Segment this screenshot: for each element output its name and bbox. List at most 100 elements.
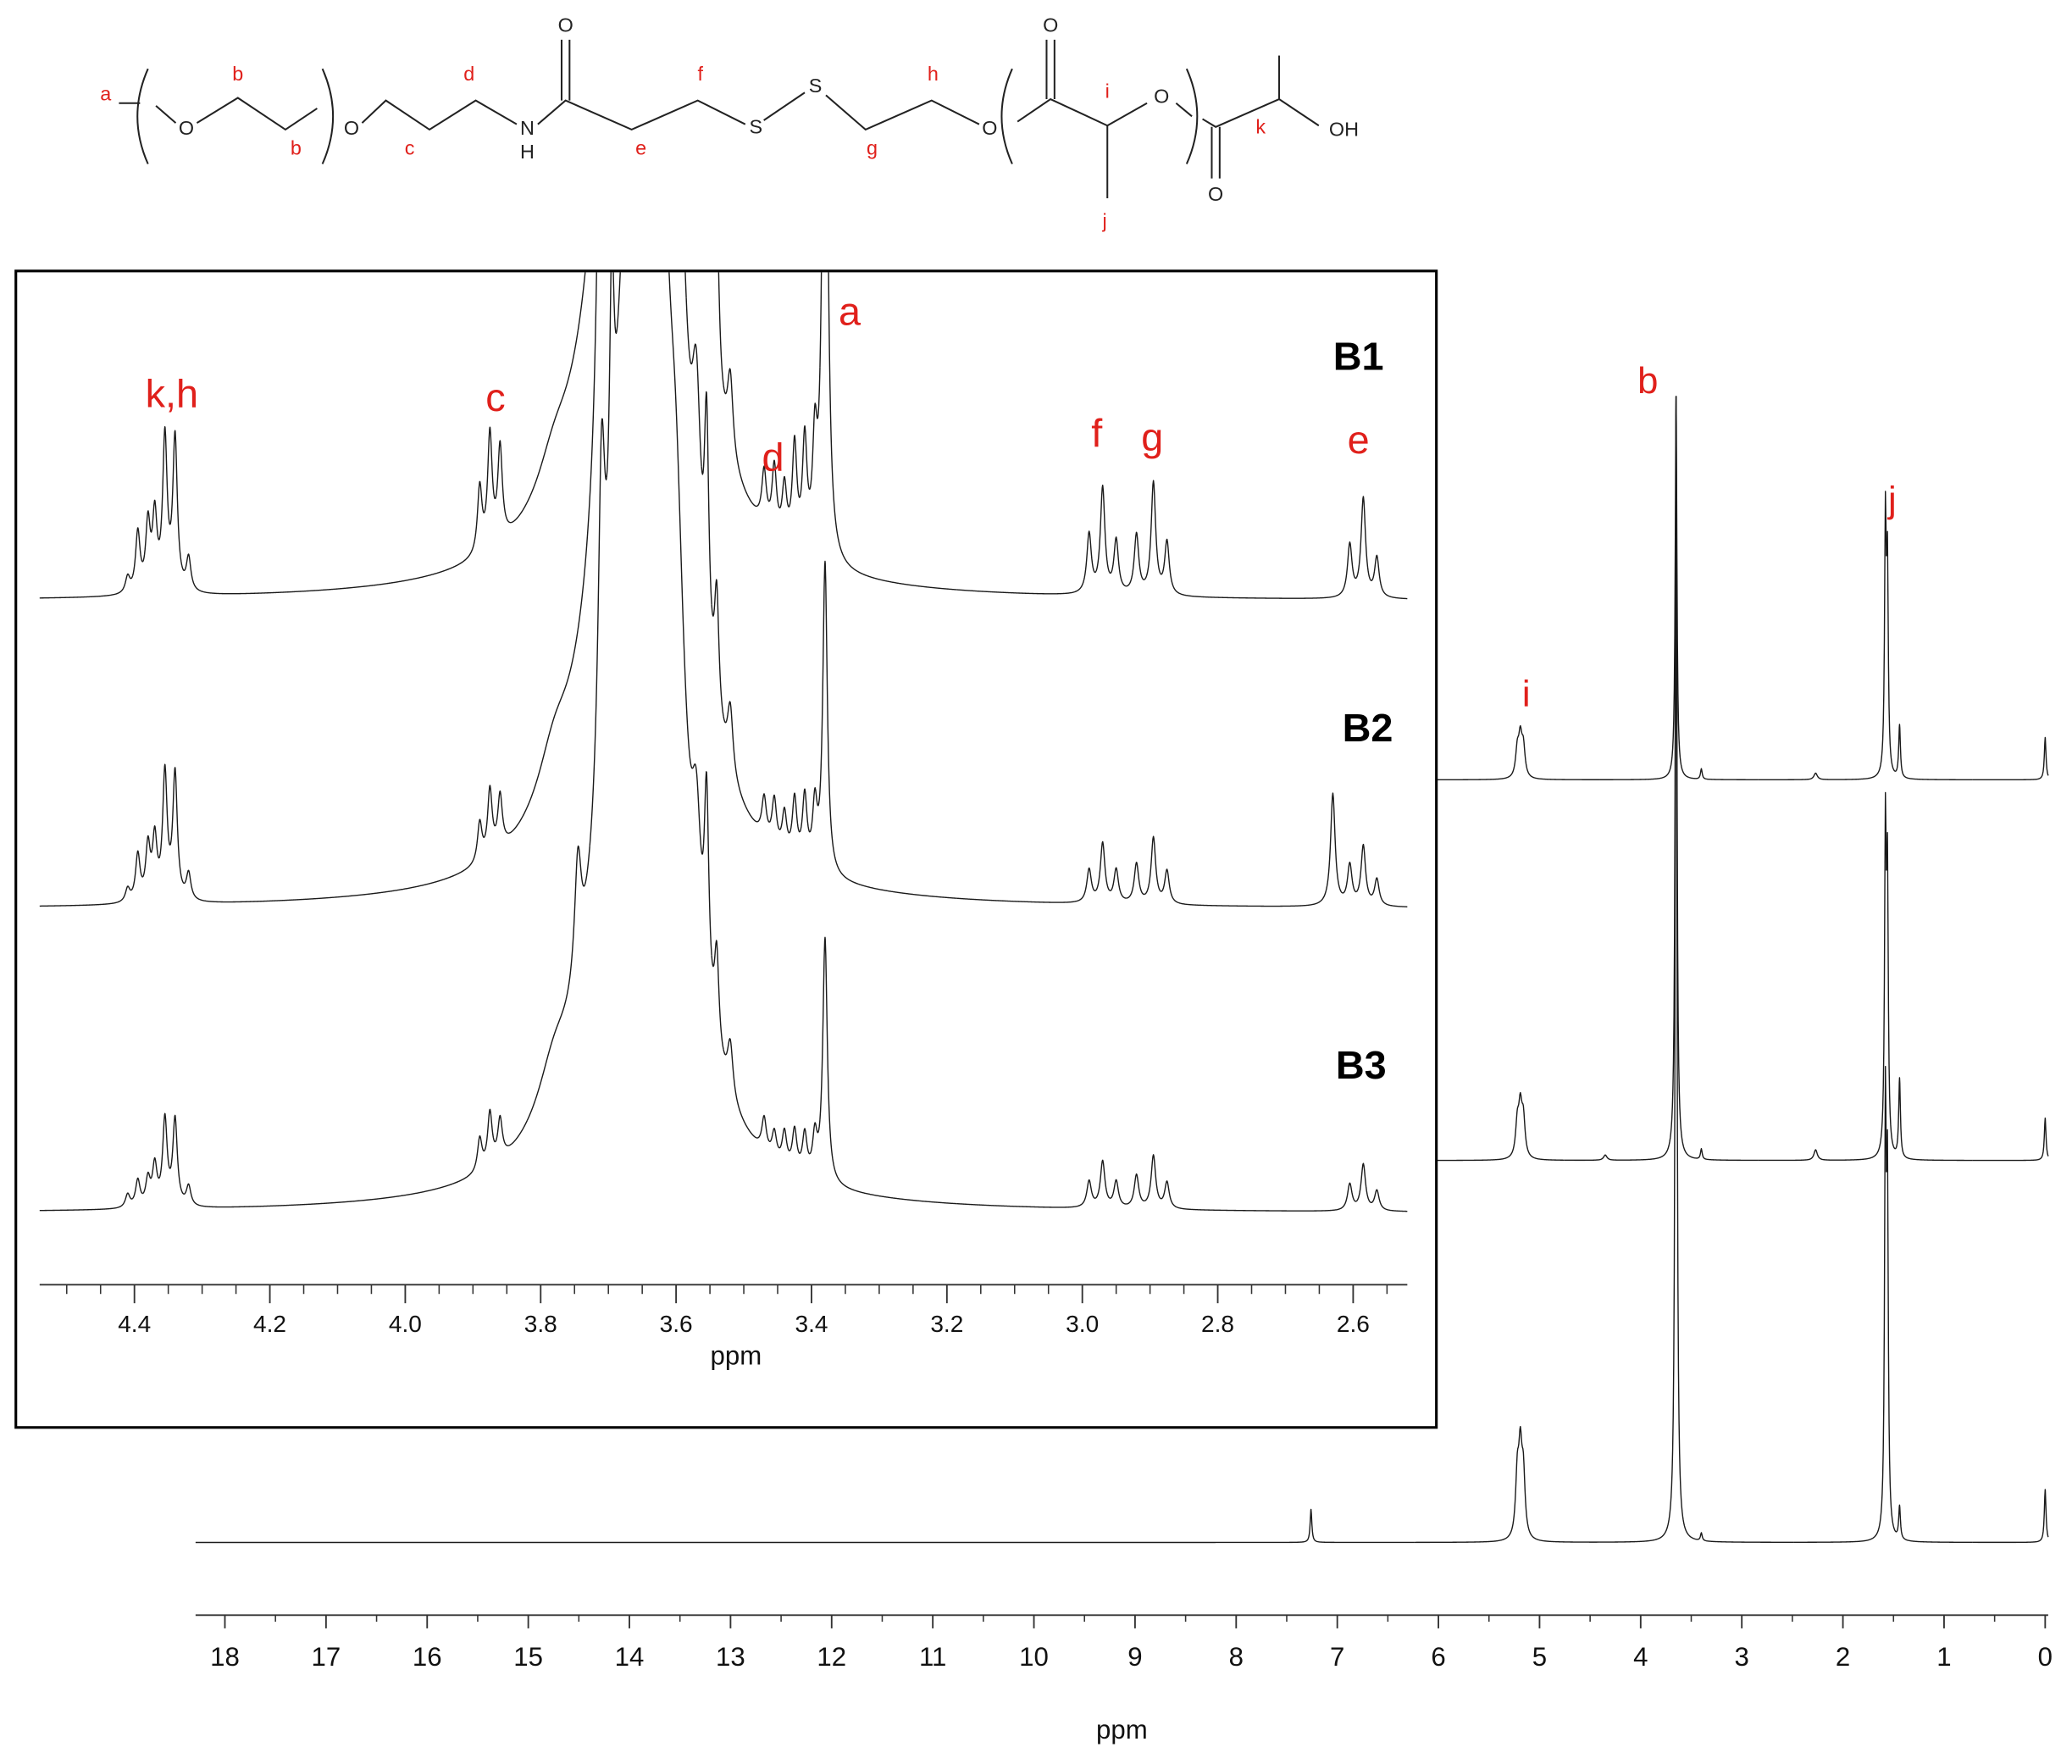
spectrum-peak [1258,541,1357,599]
spectrum-peak [1095,840,1111,891]
spectrum-peak [158,425,171,538]
proton-label: f [698,63,704,85]
x-axis-label: ppm [711,1340,762,1370]
spectrum-peak [819,936,958,1205]
spectrum-peak [495,1114,528,1146]
x-tick-label: 3.2 [930,1311,963,1337]
spectrum-peak [1972,736,2049,781]
series-label: B2 [1343,706,1393,750]
inset-frame [14,269,1438,1429]
spectrum-peak [142,1171,152,1195]
proton-label: g [867,136,878,158]
x-tick-label: 4.4 [118,1311,151,1337]
spectrum-peak [1144,835,1161,895]
spectrum-peak [1972,1489,2049,1544]
bond [1202,97,1320,128]
peak-label: b [1637,360,1658,402]
proton-label: j [1102,209,1107,231]
proton-label: k [1255,116,1266,138]
x-tick-label: 1 [1936,1642,1951,1672]
spectrum-peak [158,763,171,857]
spectrum-peak [1160,538,1259,599]
spectrum-peak [1518,1091,1523,1104]
spectrum-peak [1518,724,1523,735]
spectrum-peak [1688,1148,1759,1162]
atom: O [1154,86,1169,108]
spectrum-peak [789,1125,801,1154]
x-tick-label: 4.0 [389,1311,422,1337]
spectrum-peak [789,435,801,507]
x-tick-label: 2.8 [1201,1311,1234,1337]
spectrum-peak [484,1108,496,1151]
spectrum-peak [746,793,770,823]
spectrum-peak [1355,496,1371,580]
x-tick-label: 0 [2038,1642,2053,1672]
spectrum-peak [606,272,621,478]
x-tick-label: 9 [1127,1642,1142,1672]
spectrum-peak [1355,1162,1371,1203]
spectrum-peak [1414,1443,1520,1544]
spectrum-peak [956,1179,1097,1208]
double-bond [1045,39,1055,100]
spectrum-peak [1564,1154,1642,1162]
spectrum-peak [768,794,780,830]
spectrum-peak [151,1157,161,1179]
bond [763,92,806,121]
spectrum-peak [158,1112,171,1177]
spectrum-peak [1126,531,1146,587]
spectrum-peak [334,480,486,591]
spectrum-peak [484,426,496,512]
spectrum-peak [685,701,702,851]
x-tick-label: 14 [615,1642,645,1672]
spectrum-peak [39,885,134,907]
spectrum-peak [956,530,1097,595]
spectrum-peak [723,368,748,495]
spectrum-peak [1521,1443,1600,1543]
spectrum-peak [1688,768,1759,780]
spectrum-peak [1369,877,1408,907]
spectrum-peak [526,330,579,503]
atom: O [558,14,573,36]
spectrum-peak [151,825,161,859]
peak-label: k,h [146,371,198,415]
x-tick-label: 3.0 [1066,1311,1099,1337]
spectrum-peak [1160,1180,1259,1212]
bracket [321,68,335,164]
spectrum-peak [717,272,724,386]
spectrum-peak [1758,1149,1852,1162]
x-tick-label: 8 [1229,1642,1244,1672]
spectrum-peak [1892,1504,1973,1544]
spectrum-peak [132,527,144,576]
bond [155,105,177,124]
spectrum-peak [169,767,183,879]
spectrum-peak [799,424,811,498]
proton-label: i [1105,80,1110,102]
spectrum-peak [778,807,790,834]
spectrum-peak [1793,1065,1887,1543]
spectrum-peak [956,867,1097,903]
atom: O [344,117,359,139]
spectrum-peak [1355,843,1371,895]
peak-label: g [1141,415,1163,459]
peak-label: c [485,375,505,419]
peak-label: f [1091,411,1103,455]
spectrum-peak [1892,1077,1973,1162]
x-tick-label: 4 [1633,1642,1648,1672]
spectrum-peak [1518,1425,1523,1445]
series-label: B1 [1333,335,1384,379]
double-bond [1211,126,1221,179]
x-tick-label: 2.6 [1337,1311,1370,1337]
spectrum-peak [1972,1118,2049,1162]
spectrum-peak [711,940,724,1050]
spectrum-peak [711,579,724,717]
spectrum-peak [181,1183,335,1208]
spectrum-peak [39,573,134,599]
bracket [136,68,149,164]
spectrum-peak [132,1177,144,1199]
spectrum-peak [799,788,811,833]
spectrum-peak [1521,1101,1565,1161]
spectrum-peak [1640,396,1689,1161]
inset-traces [39,272,1408,1212]
spectrum-peak [526,629,579,808]
spectrum-peak [778,475,790,509]
